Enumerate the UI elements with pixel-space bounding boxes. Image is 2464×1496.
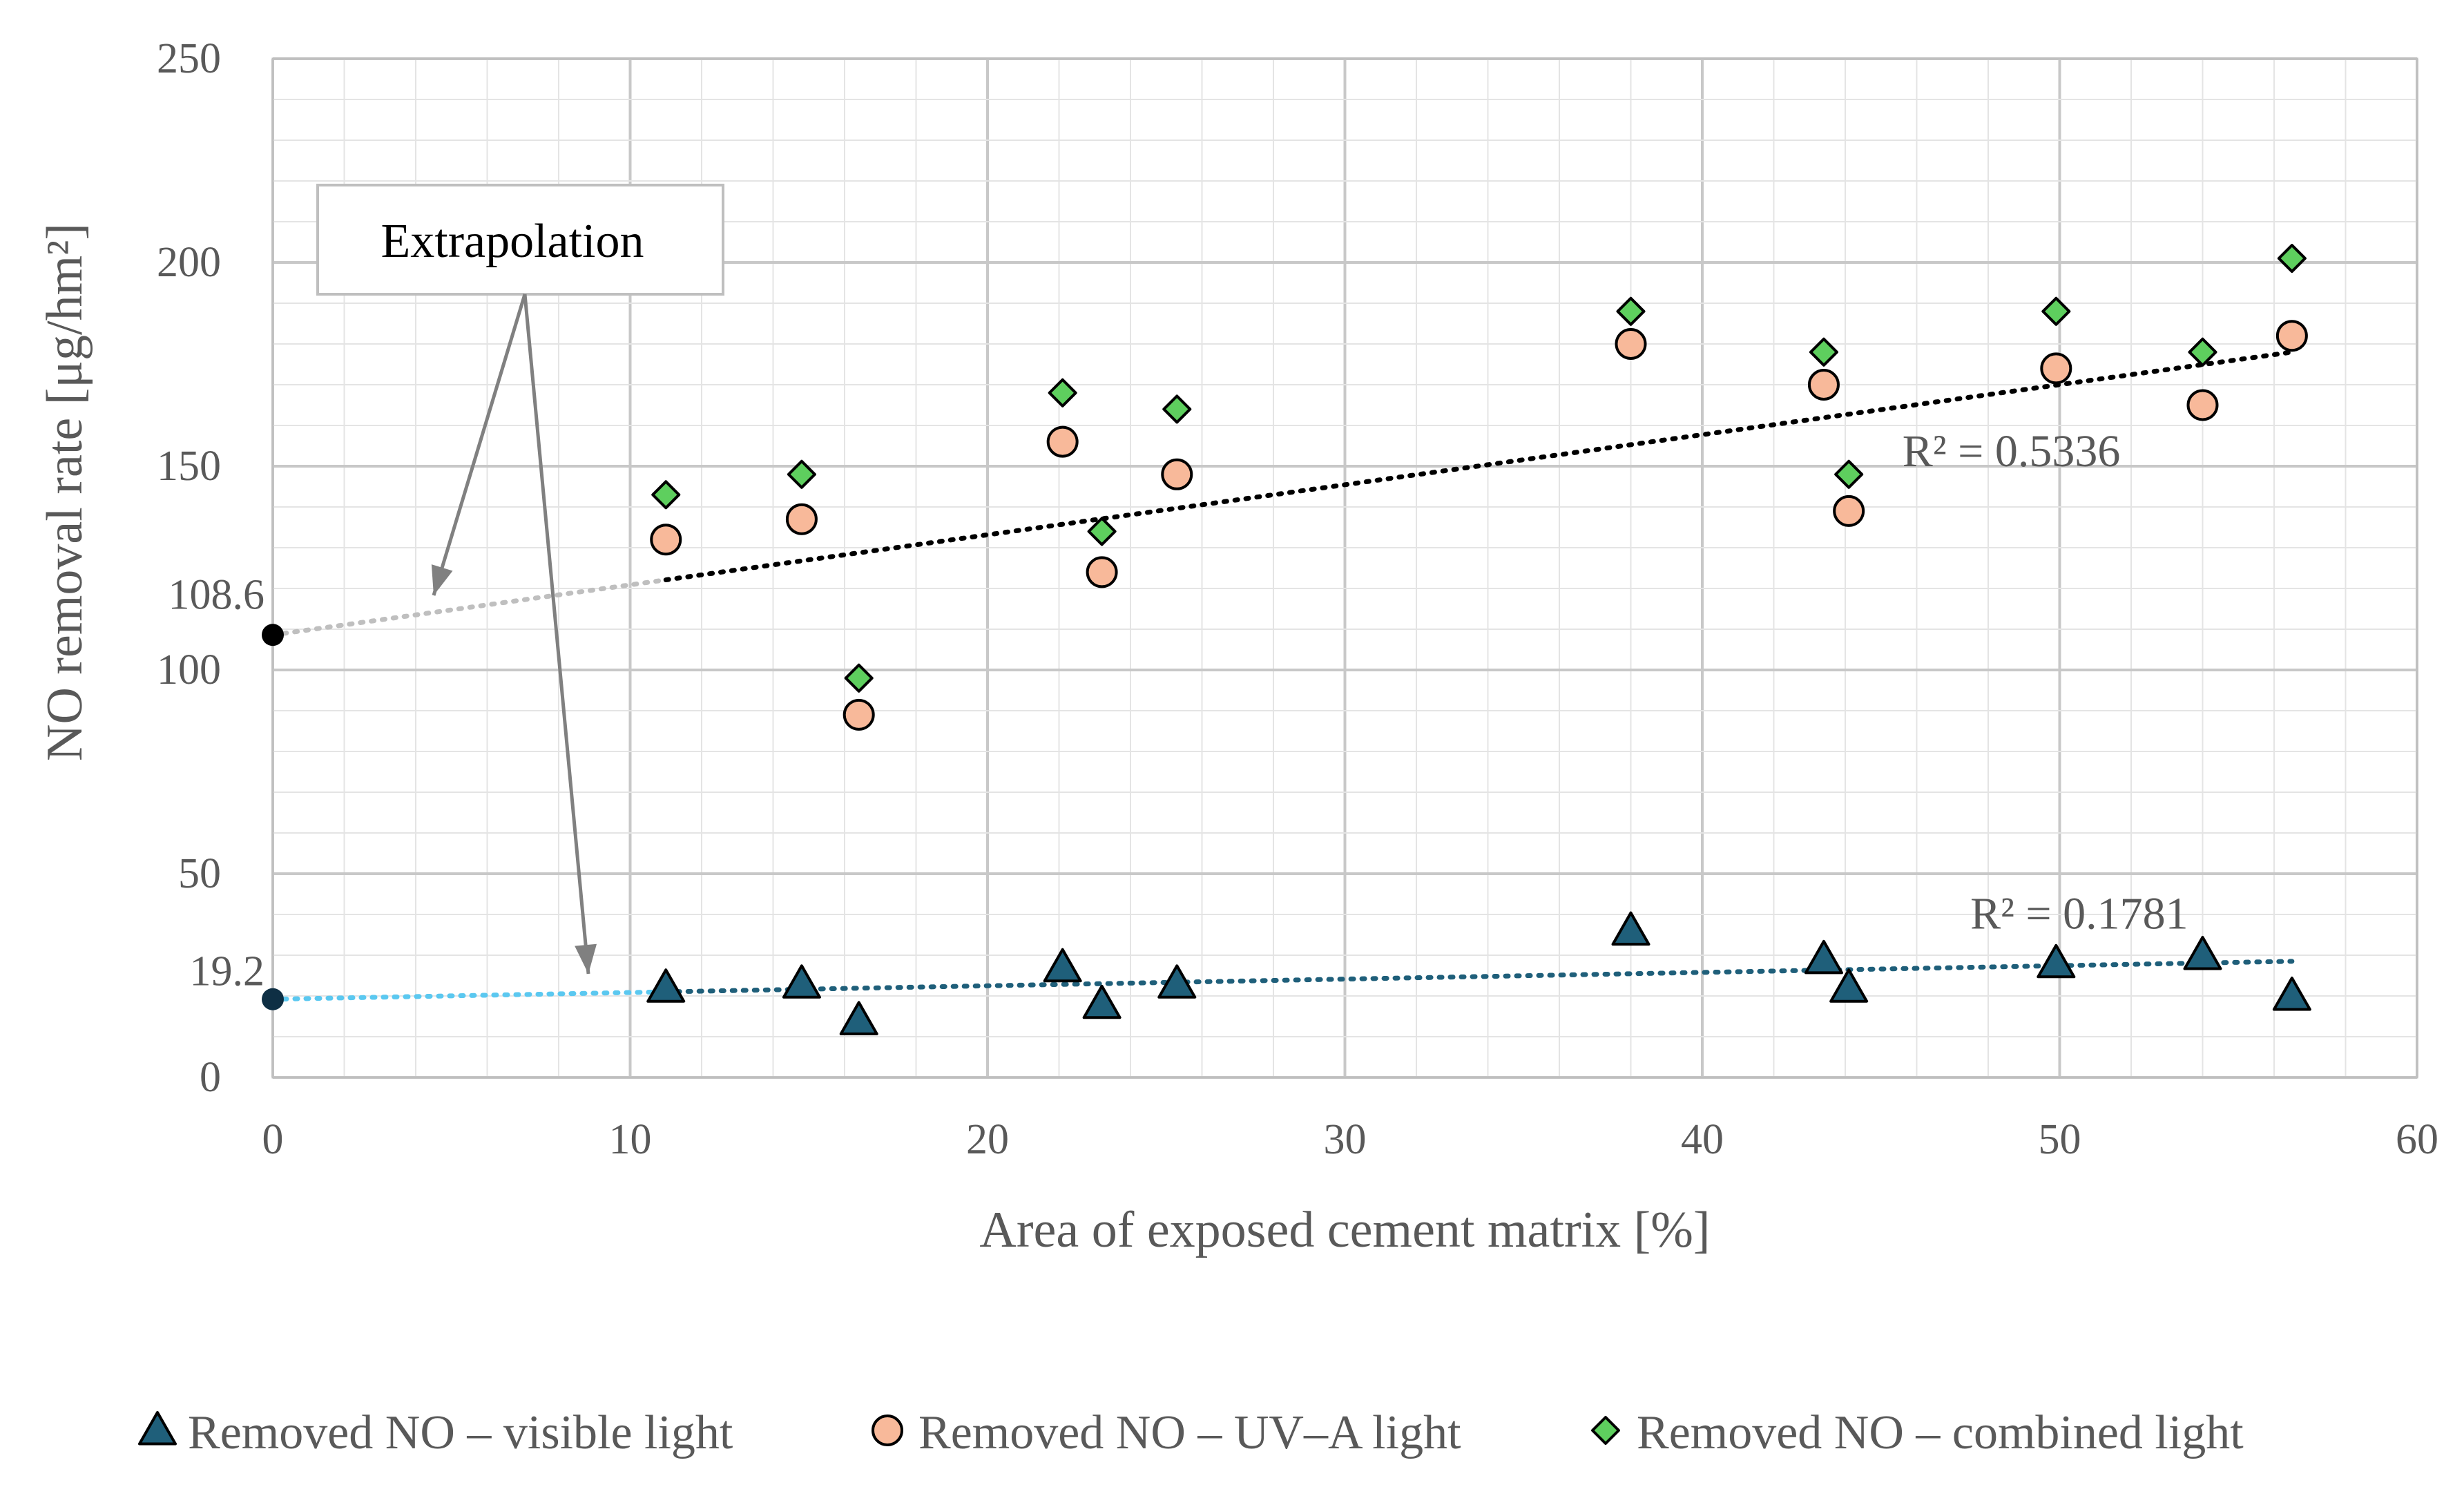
triangle-data-point	[1611, 911, 1650, 946]
callout-arrow-lower	[523, 294, 590, 975]
triangle-data-point	[782, 964, 821, 999]
triangle-data-point	[1082, 984, 1122, 1019]
circle-data-point	[650, 524, 682, 556]
circle-data-point	[2186, 389, 2219, 421]
circle-data-point	[843, 698, 875, 731]
callout-arrow-upper	[432, 294, 527, 596]
trendline-layer	[262, 349, 2295, 1010]
y-tick-label: 50	[178, 850, 221, 897]
triangle-data-point	[646, 968, 686, 1003]
x-tick-label: 60	[2396, 1116, 2438, 1163]
triangle-data-point	[2037, 943, 2076, 979]
triangle-data-point	[1829, 968, 1869, 1003]
diamond-data-point	[787, 459, 816, 489]
x-axis-title: Area of exposed cement matrix [%]	[979, 1202, 1710, 1258]
x-tick-label: 20	[966, 1116, 1009, 1163]
diamond-data-point	[1616, 296, 1646, 326]
x-tick-label: 40	[1681, 1116, 1724, 1163]
intercept-label-uva: 108.6	[169, 571, 265, 618]
intercept-label-visible: 19.2	[190, 948, 265, 995]
diamond-data-point	[2041, 296, 2071, 326]
extrapolation-callout: Extrapolation	[316, 184, 724, 975]
diamond-data-point	[2188, 337, 2217, 367]
triangle-data-point	[1804, 939, 1843, 975]
circle-data-point	[1807, 369, 1840, 401]
x-tick-label: 0	[262, 1116, 284, 1163]
circle-data-point	[2275, 320, 2308, 352]
callout-arrows	[431, 294, 597, 975]
legend-entry: Removed NO – visible light	[188, 1406, 733, 1459]
circle-data-point	[2040, 352, 2072, 385]
y-tick-label: 250	[157, 35, 221, 82]
trendline-fitted	[663, 349, 2295, 583]
legend-marker	[872, 1415, 903, 1446]
callout-arrow-lower-head	[575, 943, 597, 974]
trendline-extrapolated	[270, 989, 668, 1002]
triangle-data-point	[839, 1001, 878, 1035]
circle-data-point	[1161, 458, 1193, 490]
r2-label-visible: R² = 0.1781	[1970, 889, 2188, 939]
y-tick-label: 0	[200, 1054, 221, 1101]
diamond-data-point	[2277, 244, 2307, 274]
circle-data-point	[1615, 328, 1647, 360]
diamond-data-point	[651, 480, 681, 510]
marker-layer	[646, 244, 2311, 1035]
diamond-data-point	[1809, 337, 1838, 367]
legend-marker	[138, 1411, 177, 1446]
r2-label-uva: R² = 0.5336	[1903, 426, 2121, 477]
plot-area-frame	[271, 57, 2418, 1079]
y-axis-title: NO removal rate [μg/hm²]	[37, 223, 93, 761]
y-tick-label: 100	[157, 646, 221, 693]
y-tick-label: 150	[157, 443, 221, 490]
callout-arrow-upper-head	[431, 564, 453, 595]
trendline-extrapolated	[270, 577, 668, 637]
x-tick-label: 30	[1324, 1116, 1367, 1163]
diamond-data-point	[1048, 378, 1077, 407]
intercept-point	[262, 624, 284, 646]
triangle-data-point	[2272, 977, 2311, 1011]
legend-marker	[1591, 1416, 1620, 1445]
diamond-data-point	[1162, 394, 1192, 424]
y-tick-labels: 0 50 100 150 200 250	[157, 35, 221, 1101]
triangle-data-point	[1043, 948, 1082, 983]
triangle-data-point	[2183, 936, 2222, 970]
legend-entry: Removed NO – UV–A light	[918, 1406, 1461, 1459]
diamond-data-point	[1087, 517, 1117, 546]
intercept-point	[262, 988, 284, 1010]
x-tick-labels: 0 10 20 30 40 50 60	[262, 1116, 2439, 1163]
triangle-data-point	[1157, 964, 1197, 999]
circle-data-point	[1046, 425, 1079, 458]
diamond-data-point	[844, 663, 874, 693]
circle-data-point	[1086, 556, 1118, 588]
legend: Removed NO – visible light Removed NO – U…	[138, 1406, 2244, 1459]
diamond-data-point	[1834, 459, 1864, 489]
callout-box	[316, 184, 724, 296]
circle-data-point	[1833, 495, 1865, 527]
x-tick-label: 50	[2039, 1116, 2081, 1163]
y-tick-label: 200	[157, 239, 221, 286]
legend-entry: Removed NO – combined light	[1637, 1406, 2244, 1459]
callout-text: Extrapolation	[381, 215, 644, 268]
circle-data-point	[785, 503, 818, 535]
x-tick-label: 10	[609, 1116, 652, 1163]
